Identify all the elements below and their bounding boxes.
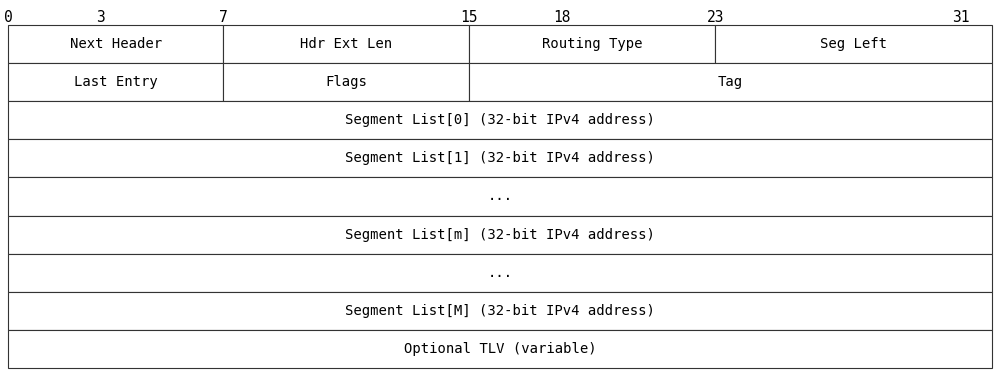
- Text: Routing Type: Routing Type: [542, 37, 642, 51]
- Text: 31: 31: [952, 10, 970, 25]
- Bar: [8, 139, 992, 177]
- Bar: [469, 63, 992, 101]
- Text: Tag: Tag: [718, 75, 743, 89]
- Bar: [223, 63, 469, 101]
- Bar: [8, 101, 992, 139]
- Bar: [8, 177, 992, 215]
- Text: Flags: Flags: [325, 75, 367, 89]
- Text: ...: ...: [487, 266, 513, 280]
- Text: Segment List[m] (32-bit IPv4 address): Segment List[m] (32-bit IPv4 address): [345, 228, 655, 242]
- Text: 18: 18: [553, 10, 570, 25]
- Text: Next Header: Next Header: [70, 37, 162, 51]
- Text: 15: 15: [460, 10, 478, 25]
- Text: 0: 0: [4, 10, 12, 25]
- Text: ...: ...: [487, 189, 513, 203]
- Text: 7: 7: [219, 10, 228, 25]
- Bar: [8, 215, 992, 254]
- Text: 23: 23: [706, 10, 724, 25]
- Bar: [469, 25, 715, 63]
- Text: Segment List[M] (32-bit IPv4 address): Segment List[M] (32-bit IPv4 address): [345, 304, 655, 318]
- Text: Segment List[1] (32-bit IPv4 address): Segment List[1] (32-bit IPv4 address): [345, 151, 655, 166]
- Text: Segment List[0] (32-bit IPv4 address): Segment List[0] (32-bit IPv4 address): [345, 113, 655, 127]
- Bar: [8, 292, 992, 330]
- Bar: [8, 25, 223, 63]
- Text: Hdr Ext Len: Hdr Ext Len: [300, 37, 392, 51]
- Bar: [715, 25, 992, 63]
- Bar: [223, 25, 469, 63]
- Bar: [8, 254, 992, 292]
- Text: Last Entry: Last Entry: [74, 75, 158, 89]
- Text: Optional TLV (variable): Optional TLV (variable): [404, 342, 596, 356]
- Text: Seg Left: Seg Left: [820, 37, 887, 51]
- Text: 3: 3: [96, 10, 105, 25]
- Bar: [8, 63, 223, 101]
- Bar: [8, 330, 992, 368]
